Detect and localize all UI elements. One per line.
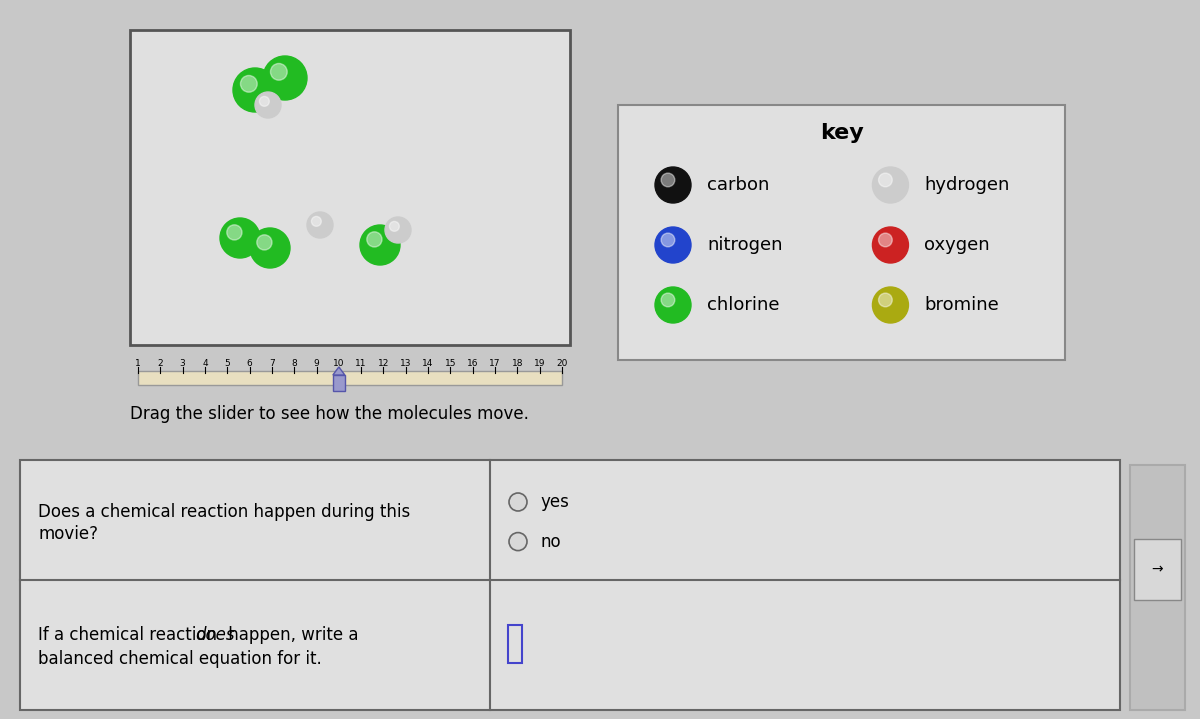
Circle shape [878, 173, 893, 187]
Text: 14: 14 [422, 359, 433, 368]
Text: Does a chemical reaction happen during this: Does a chemical reaction happen during t… [38, 503, 410, 521]
Circle shape [661, 173, 674, 187]
Text: bromine: bromine [924, 296, 1000, 314]
Text: 2: 2 [157, 359, 163, 368]
Circle shape [655, 167, 691, 203]
Text: 4: 4 [202, 359, 208, 368]
Circle shape [240, 75, 257, 92]
Text: 19: 19 [534, 359, 546, 368]
Text: no: no [540, 533, 560, 551]
Text: 13: 13 [400, 359, 412, 368]
Circle shape [878, 293, 893, 307]
Text: does: does [196, 626, 235, 644]
Text: 3: 3 [180, 359, 186, 368]
Circle shape [661, 233, 674, 247]
Bar [130, 30, 570, 345]
Text: →: → [1152, 562, 1163, 576]
Circle shape [227, 225, 242, 240]
Bar [1134, 539, 1181, 600]
Text: yes: yes [540, 493, 569, 511]
Circle shape [307, 212, 334, 238]
Circle shape [872, 167, 908, 203]
Text: 6: 6 [247, 359, 252, 368]
Circle shape [256, 92, 281, 118]
Circle shape [233, 68, 277, 112]
Circle shape [263, 56, 307, 100]
Polygon shape [332, 367, 344, 375]
Circle shape [220, 218, 260, 258]
Circle shape [872, 227, 908, 263]
Bar [332, 375, 344, 391]
Circle shape [367, 232, 382, 247]
Text: 11: 11 [355, 359, 367, 368]
Text: happen, write a: happen, write a [223, 626, 359, 644]
Circle shape [250, 228, 290, 268]
Circle shape [655, 287, 691, 323]
Circle shape [872, 287, 908, 323]
Text: chlorine: chlorine [707, 296, 780, 314]
Text: carbon: carbon [707, 176, 769, 194]
Text: 12: 12 [378, 359, 389, 368]
Text: 5: 5 [224, 359, 230, 368]
Circle shape [259, 96, 269, 106]
Circle shape [385, 217, 410, 243]
Text: If a chemical reaction: If a chemical reaction [38, 626, 222, 644]
Circle shape [655, 227, 691, 263]
Text: nitrogen: nitrogen [707, 236, 782, 254]
Bar [508, 625, 522, 663]
Circle shape [661, 293, 674, 307]
Circle shape [360, 225, 400, 265]
Bar [138, 371, 562, 385]
Circle shape [257, 235, 272, 250]
Circle shape [270, 63, 287, 81]
Text: 1: 1 [136, 359, 140, 368]
Text: oxygen: oxygen [924, 236, 990, 254]
Circle shape [878, 233, 893, 247]
Text: 17: 17 [490, 359, 500, 368]
Bar [1130, 465, 1186, 710]
Circle shape [390, 221, 400, 232]
Text: 20: 20 [557, 359, 568, 368]
Text: movie?: movie? [38, 525, 98, 543]
Bar [618, 105, 1066, 360]
Text: Drag the slider to see how the molecules move.: Drag the slider to see how the molecules… [130, 405, 529, 423]
Text: 16: 16 [467, 359, 479, 368]
Text: hydrogen: hydrogen [924, 176, 1010, 194]
Text: 15: 15 [445, 359, 456, 368]
Text: key: key [820, 123, 863, 143]
Text: 18: 18 [511, 359, 523, 368]
Text: balanced chemical equation for it.: balanced chemical equation for it. [38, 650, 322, 668]
Circle shape [312, 216, 322, 226]
Circle shape [509, 493, 527, 511]
Circle shape [509, 533, 527, 551]
Bar [20, 460, 1120, 710]
Text: 10: 10 [334, 359, 344, 368]
Text: 9: 9 [313, 359, 319, 368]
Text: 8: 8 [292, 359, 298, 368]
Text: 7: 7 [269, 359, 275, 368]
